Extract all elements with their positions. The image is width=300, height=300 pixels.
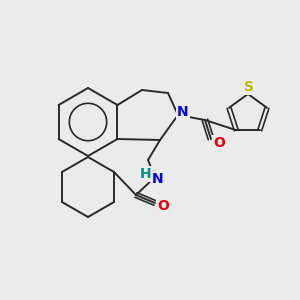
Text: H: H: [140, 167, 152, 181]
Text: N: N: [152, 172, 164, 186]
Text: O: O: [157, 199, 169, 213]
Text: S: S: [244, 80, 254, 94]
Text: O: O: [213, 136, 225, 150]
Text: N: N: [177, 105, 189, 119]
